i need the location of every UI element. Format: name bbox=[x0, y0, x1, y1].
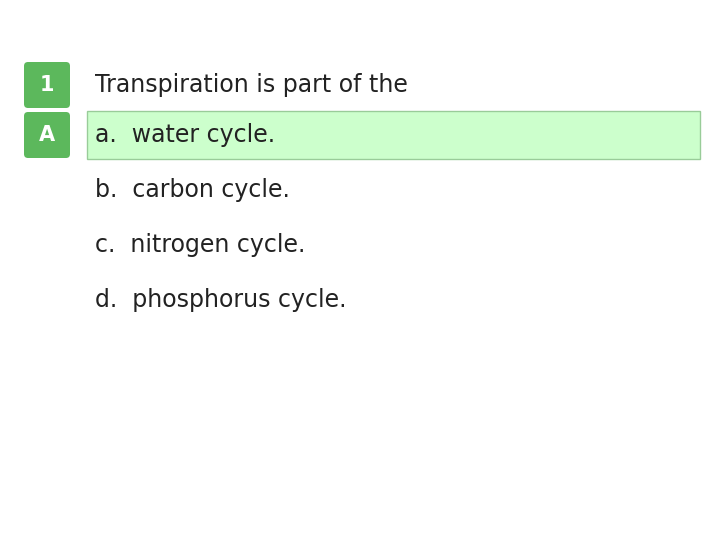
FancyBboxPatch shape bbox=[24, 62, 70, 108]
Text: Transpiration is part of the: Transpiration is part of the bbox=[95, 73, 408, 97]
FancyBboxPatch shape bbox=[24, 112, 70, 158]
Text: 1: 1 bbox=[40, 75, 54, 95]
Text: A: A bbox=[39, 125, 55, 145]
Text: a.  water cycle.: a. water cycle. bbox=[95, 123, 275, 147]
Text: d.  phosphorus cycle.: d. phosphorus cycle. bbox=[95, 288, 346, 312]
Text: c.  nitrogen cycle.: c. nitrogen cycle. bbox=[95, 233, 305, 257]
FancyBboxPatch shape bbox=[87, 111, 700, 159]
Text: b.  carbon cycle.: b. carbon cycle. bbox=[95, 178, 290, 202]
